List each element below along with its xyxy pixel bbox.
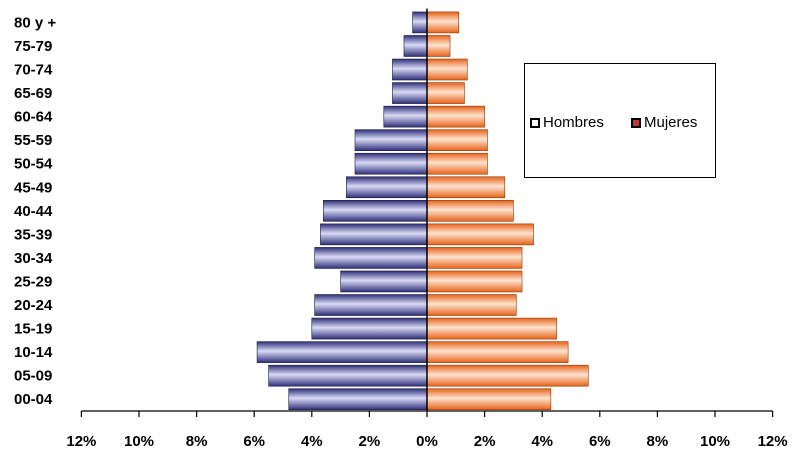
bar-hombres-75-79 [403,35,428,57]
category-label-40-44: 40-44 [14,203,53,220]
x-tick-label: 6% [589,433,611,450]
legend-label-mujeres: Mujeres [644,114,698,131]
bar-hombres-80 y + [412,11,428,34]
category-label-10-14: 10-14 [14,344,53,361]
x-tick-label: 2% [359,433,381,450]
bar-hombres-25-29 [340,270,428,293]
bar-mujeres-10-14 [426,341,569,363]
bar-mujeres-45-49 [426,176,506,199]
x-tick-label: 10% [124,433,154,450]
category-label-65-69: 65-69 [14,85,52,102]
x-tick-label: 4% [531,433,553,450]
bar-hombres-05-09 [268,364,428,387]
bar-mujeres-75-79 [426,35,451,57]
bar-hombres-45-49 [346,176,428,199]
bar-mujeres-55-59 [426,129,488,151]
x-tick-label: 6% [243,433,265,450]
legend-item-mujeres: Mujeres [631,114,697,131]
bar-hombres-70-74 [392,58,428,81]
bar-mujeres-80 y + [426,11,459,34]
category-label-50-54: 50-54 [14,156,53,173]
legend: Hombres Mujeres [524,63,716,178]
bar-mujeres-30-34 [426,247,523,269]
bar-mujeres-60-64 [426,105,485,128]
category-label-45-49: 45-49 [14,179,52,196]
category-label-25-29: 25-29 [14,273,52,290]
bar-hombres-10-14 [256,341,428,363]
x-tick-label: 8% [647,433,669,450]
category-label-15-19: 15-19 [14,321,52,338]
bar-mujeres-15-19 [426,317,557,340]
category-label-55-59: 55-59 [14,132,52,149]
x-tick-label: 2% [474,433,496,450]
bar-hombres-35-39 [320,223,428,246]
x-tick-label: 0% [416,433,438,450]
bar-mujeres-50-54 [426,152,488,175]
category-label-00-04: 00-04 [14,391,53,408]
category-labels: 00-04 05-09 10-14 15-19 20-24 25-29 30-34 35-39… [14,14,56,408]
legend-swatch-hombres [530,117,540,128]
bar-mujeres-00-04 [426,388,552,411]
x-axis: 12% 10% 8% 6% 4% 2% 0% 2% 4% 6% 8% 10% 12% [66,8,788,450]
x-tick-label: 4% [301,433,323,450]
legend-item-hombres: Hombres [530,114,604,131]
bar-hombres-55-59 [354,129,428,151]
legend-label-hombres: Hombres [543,114,604,131]
category-label-20-24: 20-24 [14,297,53,314]
bar-hombres-15-19 [311,317,428,340]
bar-mujeres-40-44 [426,200,514,222]
category-label-35-39: 35-39 [14,226,52,243]
bar-mujeres-20-24 [426,294,517,316]
bar-hombres-00-04 [288,388,428,411]
category-label-05-09: 05-09 [14,368,52,385]
bar-mujeres-35-39 [426,223,534,246]
x-tick-label: 8% [186,433,208,450]
bar-mujeres-05-09 [426,364,589,387]
x-tick-label: 10% [700,433,730,450]
x-tick-label: 12% [758,433,788,450]
bar-hombres-50-54 [354,152,428,175]
legend-swatch-mujeres [631,117,641,128]
bar-hombres-20-24 [314,294,428,316]
bar-hombres-60-64 [383,105,428,128]
x-tick-label: 12% [66,433,96,450]
category-label-75-79: 75-79 [14,38,52,55]
bar-mujeres-70-74 [426,58,468,81]
category-label-80 y +: 80 y + [14,14,56,31]
bar-mujeres-65-69 [426,82,465,104]
category-label-30-34: 30-34 [14,250,53,267]
bar-hombres-40-44 [323,200,428,222]
bar-hombres-30-34 [314,247,428,269]
bar-mujeres-25-29 [426,270,523,293]
bar-hombres-65-69 [392,82,428,104]
category-label-60-64: 60-64 [14,109,53,126]
category-label-70-74: 70-74 [14,62,53,79]
